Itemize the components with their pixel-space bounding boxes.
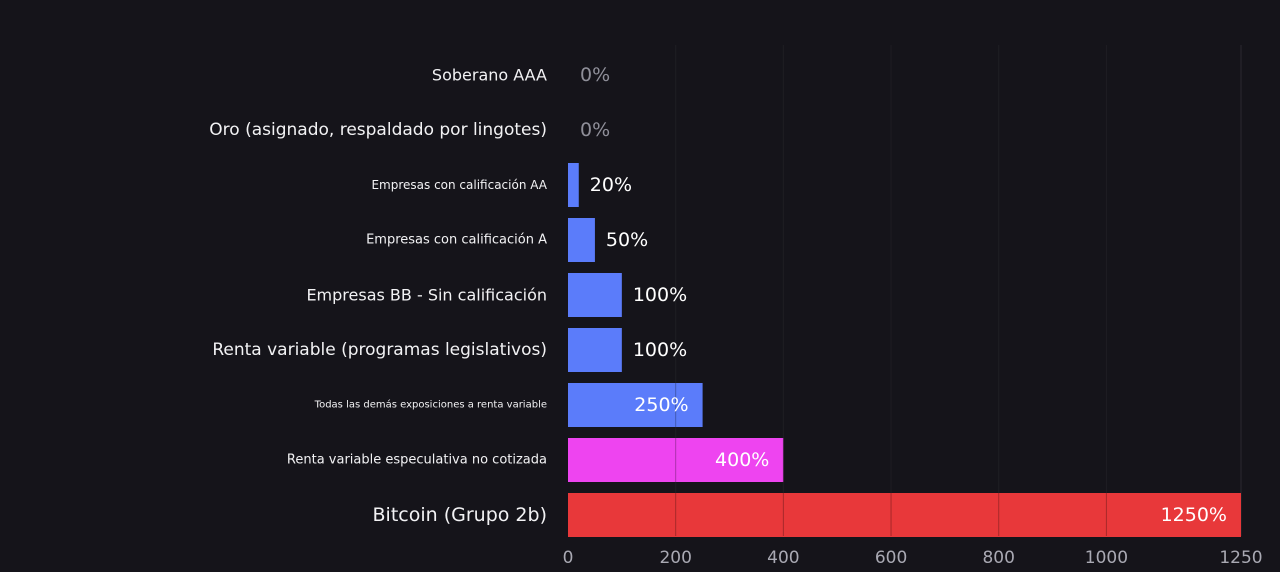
gridlines-overlay [675, 45, 1107, 536]
x-tick-label: 800 [982, 548, 1014, 568]
x-tick-label: 0 [563, 548, 574, 568]
x-axis-ticks: 0 200 400 600 800 1000 1250 [563, 548, 1263, 568]
bar [568, 493, 1241, 537]
value-label: 100% [633, 339, 687, 361]
value-label: 250% [634, 394, 688, 416]
value-label: 100% [633, 284, 687, 306]
bar [568, 163, 579, 207]
value-label: 400% [715, 449, 769, 471]
x-tick-label: 200 [659, 548, 691, 568]
bar [568, 218, 595, 262]
category-label: Renta variable (programas legislativos) [212, 340, 547, 360]
value-label: 0% [580, 119, 610, 141]
x-tick-label: 1000 [1085, 548, 1128, 568]
category-label: Bitcoin (Grupo 2b) [373, 504, 547, 526]
bar [568, 328, 622, 372]
x-tick-label: 1250 [1219, 548, 1262, 568]
value-label: 0% [580, 64, 610, 86]
bar [568, 383, 703, 427]
category-label: Oro (asignado, respaldado por lingotes) [209, 120, 547, 140]
bars [568, 163, 1241, 537]
category-label: Todas las demás exposiciones a renta var… [314, 399, 547, 411]
value-label: 1250% [1161, 504, 1227, 526]
value-label: 50% [606, 229, 648, 251]
x-tick-label: 400 [767, 548, 799, 568]
bar [568, 273, 622, 317]
value-label: 20% [590, 174, 632, 196]
labels: Soberano AAA 0% Oro (asignado, respaldado … [209, 64, 1227, 526]
category-label: Renta variable especulativa no cotizada [287, 453, 547, 468]
category-label: Empresas con calificación A [366, 233, 547, 248]
category-label: Empresas BB - Sin calificación [306, 286, 547, 305]
x-tick-label: 600 [875, 548, 907, 568]
category-label: Soberano AAA [432, 66, 547, 85]
bar [568, 438, 784, 482]
category-label: Empresas con calificación AA [371, 178, 547, 192]
